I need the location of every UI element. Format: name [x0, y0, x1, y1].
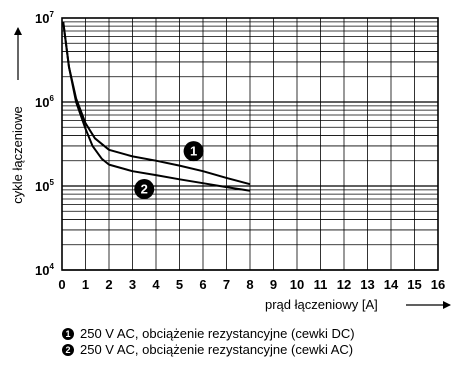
series-marker-circle-2 [134, 179, 155, 200]
x-tick-6: 6 [199, 277, 206, 292]
legend-marker-1: 1 [62, 328, 74, 340]
legend-item-2: 2 250 V AC, obciążenie rezystancyjne (ce… [62, 342, 355, 358]
plot-frame [61, 17, 439, 271]
y-tick-1e5: 105 [35, 178, 54, 194]
legend: 1 250 V AC, obciążenie rezystancyjne (ce… [62, 326, 355, 358]
x-tick-0: 0 [58, 277, 65, 292]
x-tick-3: 3 [129, 277, 136, 292]
x-axis-label: prąd łączeniowy [A] [265, 297, 378, 312]
x-tick-12: 12 [337, 277, 351, 292]
x-tick-4: 4 [152, 277, 160, 292]
y-axis-label: cykle łączeniowe [10, 106, 25, 204]
y-tick-1e7: 107 [35, 10, 54, 26]
x-tick-5: 5 [176, 277, 183, 292]
legend-item-1: 1 250 V AC, obciążenie rezystancyjne (ce… [62, 326, 355, 342]
legend-text-1: 250 V AC, obciążenie rezystancyjne (cewk… [80, 326, 355, 341]
x-tick-1: 1 [82, 277, 89, 292]
x-tick-15: 15 [407, 277, 421, 292]
series-markers: 12 [134, 141, 204, 200]
x-tick-2: 2 [105, 277, 112, 292]
y-tick-1e6: 106 [35, 94, 54, 110]
x-tick-16: 16 [431, 277, 445, 292]
x-tick-11: 11 [314, 277, 328, 292]
x-tick-10: 10 [290, 277, 304, 292]
x-tick-labels: 0 1 2 3 4 5 6 7 8 9 10 11 12 13 14 15 16 [58, 277, 445, 292]
series-marker-label-1: 1 [190, 144, 197, 159]
series-marker-label-2: 2 [141, 182, 148, 197]
series-group [62, 21, 251, 192]
series-line-2 [62, 21, 251, 192]
legend-text-2: 250 V AC, obciążenie rezystancyjne (cewk… [80, 342, 354, 357]
x-tick-13: 13 [360, 277, 374, 292]
x-tick-7: 7 [223, 277, 230, 292]
series-marker-circle-1 [183, 141, 204, 162]
x-tick-9: 9 [270, 277, 277, 292]
x-tick-8: 8 [246, 277, 253, 292]
legend-marker-2: 2 [62, 344, 74, 356]
y-tick-1e4: 104 [35, 262, 54, 278]
series-line-1 [62, 21, 251, 186]
grid [61, 18, 439, 271]
y-tick-labels: 104 105 106 107 [35, 10, 54, 278]
plot-border [61, 17, 439, 271]
x-tick-14: 14 [384, 277, 399, 292]
